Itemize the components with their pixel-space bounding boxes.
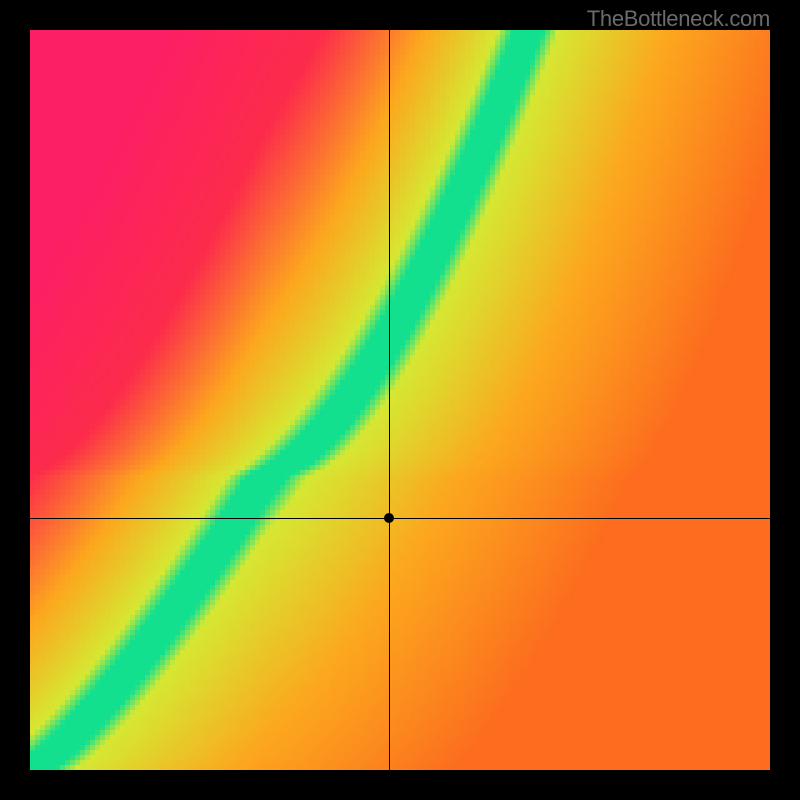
watermark-text: TheBottleneck.com: [587, 6, 770, 32]
heatmap-plot: [30, 30, 770, 770]
heatmap-canvas: [30, 30, 770, 770]
crosshair-horizontal: [30, 518, 770, 519]
crosshair-marker-dot: [384, 513, 394, 523]
crosshair-vertical: [389, 30, 390, 770]
